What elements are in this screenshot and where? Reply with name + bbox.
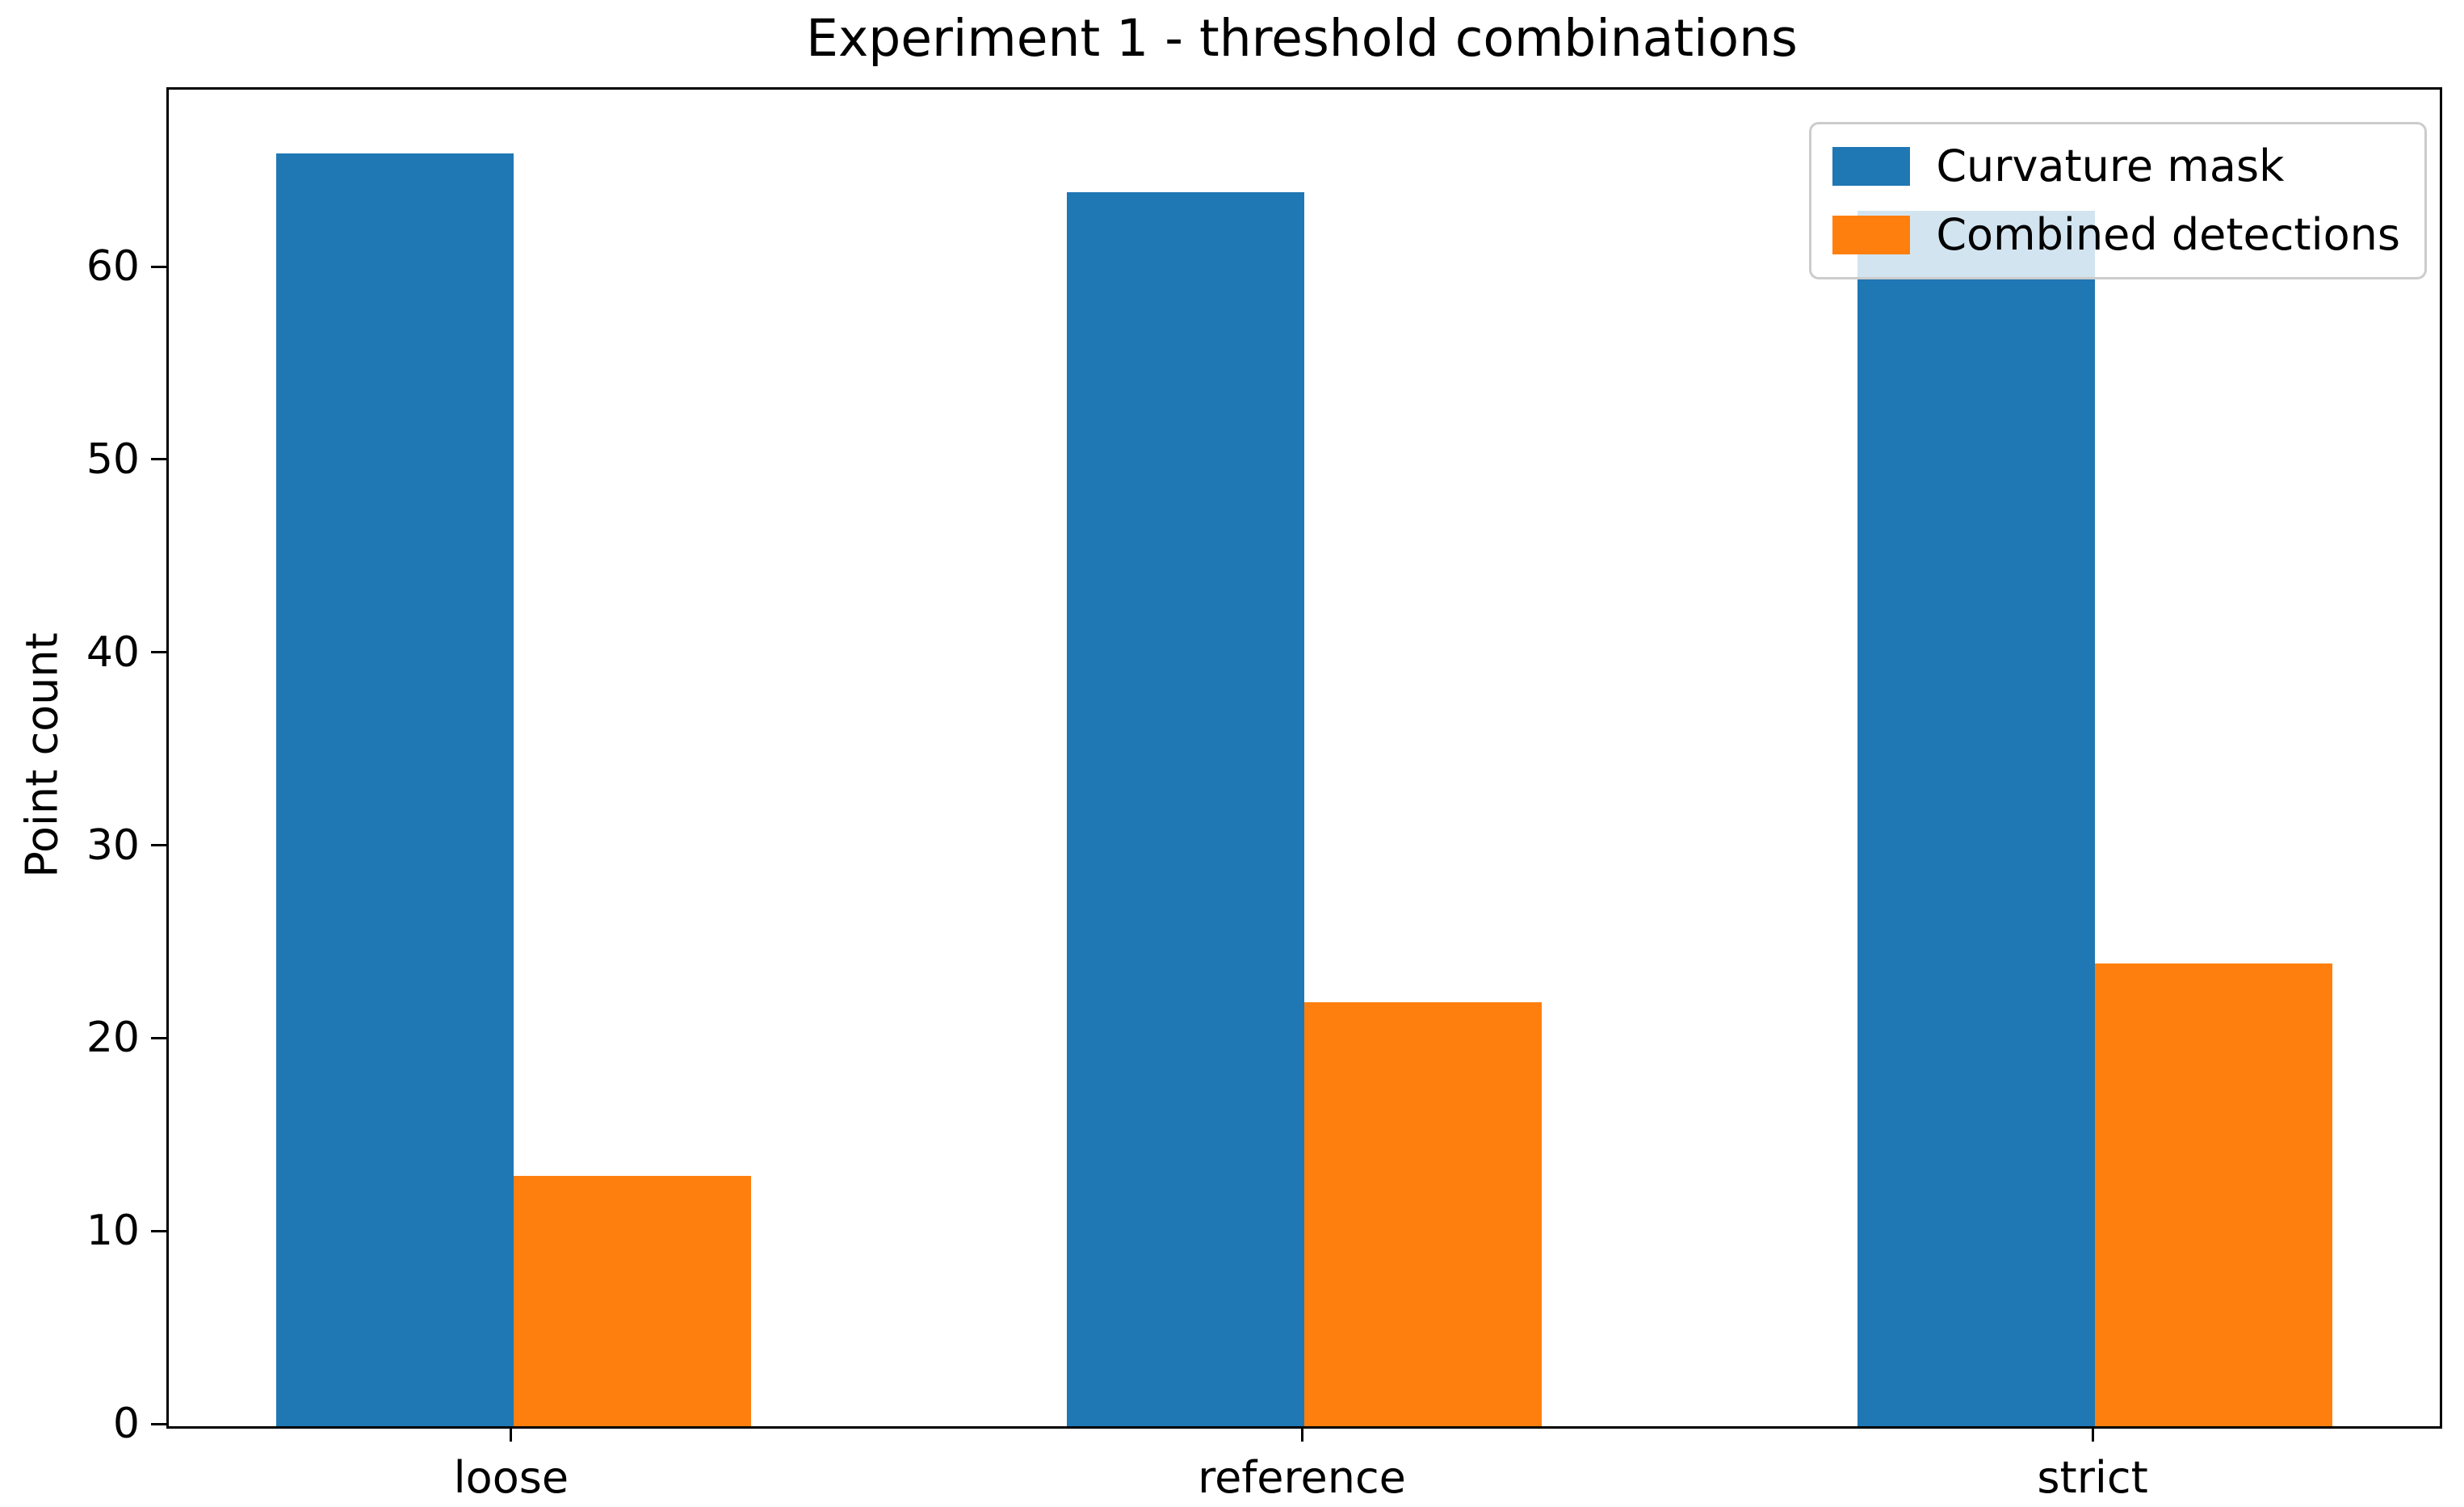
y-tick-label: 0 (112, 1400, 140, 1448)
bar-curvature-mask-loose (276, 153, 514, 1426)
x-tick (1300, 1426, 1303, 1442)
legend-entry-combined-detections: Combined detections (1832, 209, 2400, 261)
y-tick (151, 1036, 166, 1039)
x-tick-label-strict: strict (2037, 1452, 2148, 1503)
y-tick (151, 265, 166, 268)
legend-label: Combined detections (1936, 209, 2400, 261)
bar-curvature-mask-reference (1067, 191, 1304, 1426)
chart-title: Experiment 1 - threshold combinations (806, 9, 1798, 68)
y-tick (151, 458, 166, 461)
y-tick-label: 50 (86, 434, 140, 484)
legend-entry-curvature-mask: Curvature mask (1832, 142, 2400, 190)
x-tick (2091, 1426, 2094, 1442)
plot-area: Curvature mask Combined detections (166, 87, 2442, 1429)
y-tick-label: 60 (86, 242, 140, 292)
y-tick (151, 844, 166, 847)
y-tick-label: 40 (86, 628, 140, 677)
y-tick-label: 20 (86, 1014, 140, 1063)
x-tick-label-reference: reference (1198, 1452, 1406, 1503)
x-tick (510, 1426, 513, 1442)
y-tick (151, 1229, 166, 1232)
legend: Curvature mask Combined detections (1809, 122, 2427, 279)
legend-label: Curvature mask (1936, 141, 2285, 191)
bar-combined-detections-loose (513, 1175, 751, 1426)
bar-combined-detections-strict (2095, 963, 2332, 1426)
bar-curvature-mask-strict (1857, 211, 2096, 1426)
legend-swatch-icon (1832, 216, 1911, 255)
legend-swatch-icon (1832, 146, 1911, 186)
bar-combined-detections-reference (1304, 1001, 1542, 1426)
y-tick-label: 30 (86, 821, 140, 870)
y-tick-label: 10 (86, 1207, 140, 1256)
y-tick (151, 651, 166, 654)
y-tick (151, 1422, 166, 1425)
x-tick-label-loose: loose (453, 1452, 569, 1503)
